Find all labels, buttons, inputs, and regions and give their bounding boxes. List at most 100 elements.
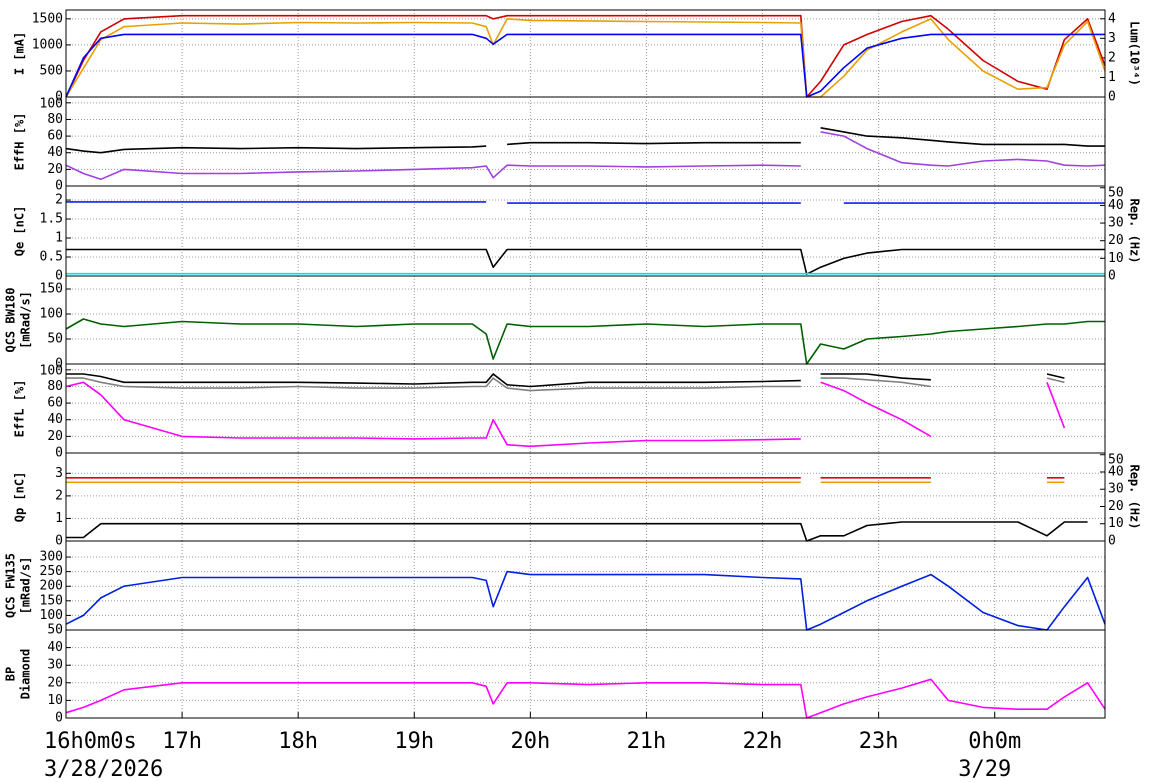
y-axis-label: Diamond <box>19 649 33 700</box>
x-tick-label: 23h <box>859 729 899 754</box>
y-axis-label: EffH [%] <box>13 113 27 171</box>
y-axis-label: BP <box>4 667 18 681</box>
y-tick-label: 60 <box>47 396 63 411</box>
series-line <box>65 18 1106 98</box>
y2-tick-label: 40 <box>1108 464 1124 479</box>
y-tick-label: 1 <box>55 511 63 526</box>
x-tick-label: 19h <box>394 729 434 754</box>
y2-tick-label: 0 <box>1108 269 1116 284</box>
y-tick-label: 100 <box>40 364 63 379</box>
y2-tick-label: 20 <box>1108 499 1124 514</box>
y-tick-label: 0 <box>55 269 63 284</box>
y-tick-label: 1000 <box>32 37 63 52</box>
y2-tick-label: 30 <box>1108 482 1124 497</box>
y-tick-label: 20 <box>47 429 63 444</box>
y2-tick-label: 0 <box>1108 534 1116 549</box>
series-line <box>65 33 1105 98</box>
y-tick-label: 50 <box>47 332 63 347</box>
date-label: 3/28/2026 <box>44 757 163 782</box>
y2-tick-label: 50 <box>1108 186 1124 201</box>
y-tick-label: 40 <box>47 412 63 427</box>
y-tick-label: 0 <box>55 179 63 194</box>
y-tick-label: 60 <box>47 129 63 144</box>
y-tick-label: 150 <box>40 282 63 297</box>
date-label: 3/29 <box>958 757 1011 782</box>
y-tick-label: 40 <box>47 640 63 655</box>
y2-axis-label: Rep. (Hz) <box>1128 464 1142 529</box>
y-tick-label: 1 <box>55 231 63 246</box>
series-line <box>65 131 1106 181</box>
y-tick-label: 20 <box>47 162 63 177</box>
y-tick-label: 20 <box>47 675 63 690</box>
y-tick-label: 0 <box>55 357 63 372</box>
y-tick-label: 100 <box>40 307 63 322</box>
y-tick-label: 300 <box>40 550 63 565</box>
y-tick-label: 200 <box>40 579 63 594</box>
y-axis-label: QCS BW180 <box>4 287 18 352</box>
y-tick-label: 40 <box>47 145 63 160</box>
y-tick-label: 500 <box>40 63 63 78</box>
y2-tick-label: 40 <box>1108 198 1124 213</box>
x-tick-label: 16h0m0s <box>44 729 137 754</box>
y2-tick-label: 50 <box>1108 453 1124 468</box>
series-line <box>65 14 1106 98</box>
y-tick-label: 30 <box>47 658 63 673</box>
y-tick-label: 80 <box>47 379 63 394</box>
y-tick-label: 50 <box>47 623 63 638</box>
y-tick-label: 100 <box>40 608 63 623</box>
x-tick-label: 21h <box>627 729 667 754</box>
y2-tick-label: 0 <box>1108 90 1116 105</box>
series-line <box>65 318 1105 365</box>
series-line <box>65 570 1106 631</box>
y2-axis-label: Lum(10³⁴) <box>1128 21 1142 86</box>
x-tick-label: 20h <box>510 729 550 754</box>
series-line <box>65 381 1066 448</box>
y2-tick-label: 4 <box>1108 11 1116 26</box>
panel-frame <box>65 363 1106 454</box>
series-line <box>66 521 1088 542</box>
y-tick-label: 0.5 <box>40 250 63 265</box>
panel-frame <box>65 185 1106 277</box>
y-axis-label: QCS FW135 <box>4 553 18 618</box>
y-tick-label: 1500 <box>32 11 63 26</box>
y2-tick-label: 10 <box>1108 516 1124 531</box>
y-tick-label: 0 <box>55 711 63 726</box>
x-tick-label: 22h <box>743 729 783 754</box>
y2-tick-label: 30 <box>1108 216 1124 231</box>
x-tick-label: 0h0m <box>968 729 1021 754</box>
series-line <box>66 373 1065 388</box>
y2-tick-label: 20 <box>1108 233 1124 248</box>
series-line <box>66 377 1065 392</box>
x-tick-label: 17h <box>162 729 202 754</box>
y-axis-label: Qe [nC] <box>13 206 27 257</box>
panel-frame <box>65 629 1106 719</box>
panel-frame <box>65 540 1106 631</box>
series-line <box>66 248 1105 275</box>
y-axis-label: Qp [nC] <box>13 472 27 523</box>
series-line <box>65 678 1106 719</box>
y-tick-label: 150 <box>40 593 63 608</box>
y-tick-label: 250 <box>40 564 63 579</box>
y2-tick-label: 2 <box>1108 50 1116 65</box>
series-line <box>65 127 1105 154</box>
y-tick-label: 2 <box>55 193 63 208</box>
y-axis-label: [mRad/s] <box>19 291 33 349</box>
y-tick-label: 3 <box>55 466 63 481</box>
y-tick-label: 1.5 <box>40 212 63 227</box>
panel-frame <box>65 452 1106 542</box>
series-line <box>66 201 1105 204</box>
y2-tick-label: 10 <box>1108 251 1124 266</box>
y2-tick-label: 3 <box>1108 31 1116 46</box>
y-tick-label: 0 <box>55 534 63 549</box>
y-tick-label: 0 <box>55 446 63 461</box>
y-tick-label: 10 <box>47 693 63 708</box>
y-axis-label: I [mA] <box>13 32 27 75</box>
y-axis-label: [mRad/s] <box>19 557 33 615</box>
y-tick-label: 100 <box>40 97 63 112</box>
y2-axis-label: Rep. (Hz) <box>1128 198 1142 263</box>
y2-tick-label: 1 <box>1108 70 1116 85</box>
x-tick-label: 18h <box>278 729 318 754</box>
y-axis-label: EffL [%] <box>13 380 27 438</box>
y-tick-label: 80 <box>47 112 63 127</box>
